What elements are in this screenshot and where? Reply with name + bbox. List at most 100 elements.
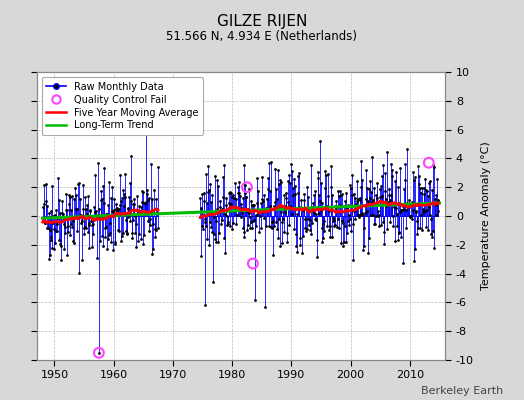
Point	[425, 204, 433, 210]
Point	[113, 207, 121, 213]
Point	[411, 208, 420, 214]
Point	[77, 220, 85, 226]
Point	[238, 205, 246, 212]
Point	[126, 217, 135, 224]
Point	[196, 253, 205, 259]
Point	[148, 196, 156, 202]
Point	[372, 212, 380, 219]
Point	[359, 247, 368, 253]
Point	[136, 208, 144, 214]
Point	[104, 202, 113, 209]
Point	[59, 217, 68, 223]
Point	[361, 210, 369, 217]
Point	[141, 128, 150, 134]
Point	[154, 164, 162, 171]
Point	[424, 160, 433, 166]
Point	[228, 220, 237, 226]
Point	[267, 224, 275, 230]
Point	[104, 236, 112, 242]
Point	[368, 153, 376, 160]
Point	[254, 188, 262, 195]
Point	[208, 192, 216, 198]
Point	[86, 208, 95, 214]
Point	[114, 207, 122, 214]
Point	[332, 205, 341, 211]
Point	[93, 214, 102, 220]
Point	[46, 227, 54, 233]
Point	[368, 198, 377, 205]
Point	[113, 205, 122, 211]
Point	[109, 208, 117, 215]
Point	[80, 231, 88, 237]
Point	[374, 213, 382, 220]
Point	[79, 224, 88, 231]
Point	[146, 221, 155, 228]
Point	[137, 204, 146, 210]
Point	[274, 234, 282, 241]
Point	[258, 209, 267, 215]
Point	[360, 224, 368, 231]
Point	[269, 218, 277, 224]
Point	[280, 229, 289, 235]
Point	[263, 196, 271, 202]
Point	[361, 202, 369, 209]
Point	[81, 194, 89, 200]
Point	[222, 202, 231, 208]
Point	[115, 228, 123, 234]
Point	[382, 196, 390, 202]
Point	[395, 229, 403, 236]
Point	[208, 228, 216, 235]
Point	[346, 216, 354, 222]
Point	[112, 206, 121, 212]
Point	[209, 278, 217, 285]
Point	[364, 198, 373, 204]
Point	[347, 228, 355, 234]
Point	[291, 182, 300, 189]
Point	[233, 212, 241, 219]
Point	[274, 166, 282, 173]
Point	[85, 245, 94, 251]
Point	[268, 252, 277, 258]
Point	[331, 222, 340, 228]
Point	[408, 198, 417, 205]
Point	[129, 201, 137, 208]
Point	[233, 184, 242, 190]
Point	[370, 221, 379, 227]
Point	[336, 240, 345, 246]
Point	[333, 209, 341, 215]
Point	[45, 210, 53, 216]
Point	[358, 210, 366, 216]
Point	[75, 196, 84, 202]
Point	[320, 228, 329, 234]
Point	[217, 216, 226, 223]
Point	[201, 219, 210, 225]
Point	[40, 182, 48, 188]
Point	[142, 199, 150, 205]
Point	[421, 175, 429, 182]
Point	[39, 201, 48, 207]
Point	[411, 246, 420, 252]
Text: GILZE RIJEN: GILZE RIJEN	[217, 14, 307, 29]
Point	[206, 219, 214, 226]
Point	[358, 177, 367, 183]
Point	[100, 165, 108, 172]
Point	[414, 180, 423, 187]
Point	[143, 190, 151, 197]
Point	[276, 177, 284, 183]
Point	[235, 179, 243, 186]
Point	[43, 203, 51, 210]
Point	[318, 225, 326, 231]
Y-axis label: Temperature Anomaly (°C): Temperature Anomaly (°C)	[481, 142, 491, 290]
Point	[212, 239, 220, 246]
Point	[112, 201, 120, 207]
Point	[240, 229, 248, 235]
Point	[254, 210, 263, 216]
Point	[205, 242, 214, 248]
Point	[222, 195, 230, 202]
Point	[140, 200, 149, 206]
Point	[278, 219, 286, 225]
Point	[48, 245, 56, 252]
Point	[434, 197, 442, 203]
Point	[404, 202, 412, 208]
Point	[76, 212, 84, 218]
